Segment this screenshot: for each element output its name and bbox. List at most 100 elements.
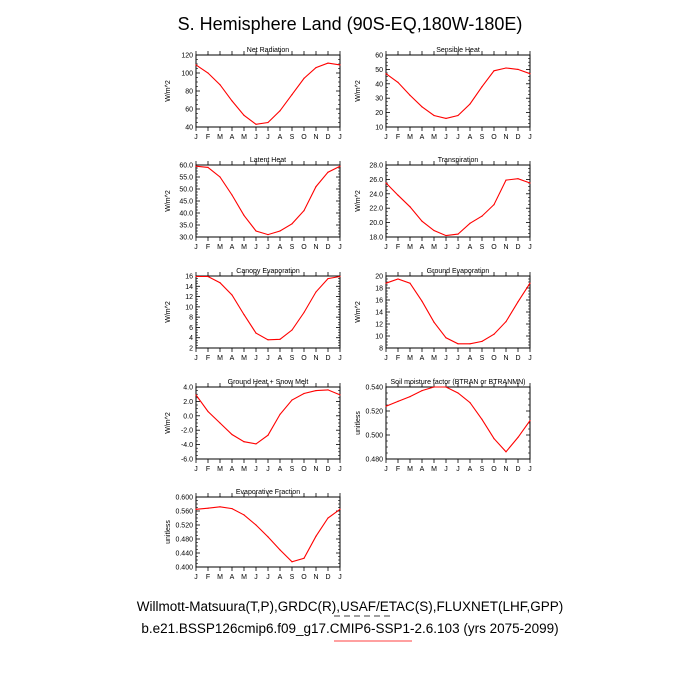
- data-point: [339, 64, 341, 66]
- data-point: [385, 73, 387, 75]
- x-tick-label: O: [491, 134, 497, 141]
- data-point: [303, 311, 305, 314]
- data-point: [267, 434, 269, 436]
- y-tick-label: 14: [375, 310, 383, 317]
- y-tick-label: 0.500: [365, 433, 383, 440]
- data-point: [327, 277, 329, 280]
- data-point: [219, 282, 221, 284]
- data-point: [267, 339, 269, 341]
- y-tick-label: -4.0: [181, 442, 193, 449]
- data-point: [517, 301, 519, 303]
- x-tick-label: A: [278, 574, 283, 581]
- data-point: [529, 282, 531, 284]
- x-tick-label: A: [230, 466, 235, 473]
- y-tick-label: 2: [189, 346, 193, 353]
- data-point: [469, 402, 471, 404]
- data-point: [303, 392, 305, 395]
- data-point: [397, 194, 399, 196]
- x-tick-label: M: [407, 244, 413, 251]
- chart-panel-9: Evaporative Fraction unitless 0.400 0.440 0.…: [165, 489, 342, 581]
- y-tick-label: 0.520: [365, 409, 383, 416]
- data-point: [469, 103, 471, 105]
- data-point: [279, 338, 281, 340]
- data-point: [207, 507, 209, 509]
- data-point: [291, 329, 293, 331]
- x-tick-label: J: [194, 244, 198, 251]
- data-point: [279, 549, 281, 551]
- plot-frame: [385, 164, 531, 238]
- y-tick-label: 0.440: [175, 551, 193, 558]
- x-tick-label: S: [480, 244, 485, 251]
- data-point: [397, 81, 399, 83]
- data-point: [243, 214, 245, 216]
- plot-frame: [385, 54, 531, 128]
- x-tick-label: N: [313, 355, 318, 362]
- data-point: [493, 204, 495, 206]
- y-tick-label: -6.0: [181, 457, 193, 464]
- data-point: [433, 386, 435, 388]
- data-point: [421, 220, 423, 222]
- data-point: [457, 343, 459, 345]
- y-tick-label: 60: [375, 53, 383, 60]
- x-tick-label: S: [290, 355, 295, 362]
- data-point: [409, 94, 411, 96]
- x-tick-label: J: [338, 574, 342, 581]
- data-point: [327, 171, 329, 173]
- data-point: [255, 524, 257, 526]
- data-point: [517, 68, 519, 70]
- data-point: [457, 233, 459, 235]
- x-tick-label: J: [444, 244, 448, 251]
- data-point: [207, 275, 209, 278]
- x-tick-label: J: [528, 134, 532, 141]
- data-point: [517, 436, 519, 438]
- panel-title: Canopy Evaporation: [236, 268, 300, 275]
- x-tick-label: O: [301, 244, 307, 251]
- panel-title: Latent Heat: [250, 157, 286, 164]
- x-tick-label: O: [491, 466, 497, 473]
- series-line-model: [385, 386, 531, 453]
- x-tick-label: O: [491, 244, 497, 251]
- data-point: [231, 100, 233, 102]
- data-point: [231, 194, 233, 196]
- data-point: [339, 394, 341, 396]
- x-tick-label: J: [266, 574, 270, 581]
- x-tick-label: A: [420, 134, 425, 141]
- series-line-model: [195, 165, 341, 236]
- x-tick-label: N: [313, 244, 318, 251]
- y-axis-label: W/m^2: [355, 190, 362, 212]
- y-tick-label: 120: [181, 53, 193, 60]
- x-tick-label: S: [290, 466, 295, 473]
- data-point: [315, 535, 317, 537]
- y-tick-label: 24.0: [369, 191, 383, 198]
- x-tick-label: D: [515, 355, 520, 362]
- x-tick-label: J: [194, 355, 198, 362]
- data-point: [445, 117, 447, 119]
- x-tick-label: J: [266, 244, 270, 251]
- y-tick-label: 0.520: [175, 523, 193, 530]
- x-tick-label: D: [325, 355, 330, 362]
- y-tick-label: 35.0: [179, 223, 193, 230]
- data-point: [409, 206, 411, 208]
- y-tick-label: 50.0: [179, 187, 193, 194]
- data-point: [267, 234, 269, 236]
- x-tick-label: A: [230, 244, 235, 251]
- x-tick-label: F: [396, 355, 400, 362]
- x-tick-label: J: [266, 355, 270, 362]
- y-tick-label: -2.0: [181, 428, 193, 435]
- data-point: [315, 291, 317, 293]
- data-point: [291, 223, 293, 225]
- data-point: [279, 110, 281, 112]
- x-tick-label: J: [456, 466, 460, 473]
- x-tick-label: D: [515, 134, 520, 141]
- data-point: [505, 321, 507, 323]
- data-point: [445, 234, 447, 237]
- y-tick-label: 40: [375, 81, 383, 88]
- y-tick-label: 40: [185, 125, 193, 132]
- plot-frame: [195, 164, 341, 238]
- x-tick-label: A: [420, 355, 425, 362]
- data-point: [457, 392, 459, 394]
- x-tick-label: M: [407, 355, 413, 362]
- x-tick-label: F: [396, 134, 400, 141]
- x-tick-label: F: [206, 134, 210, 141]
- data-point: [195, 275, 197, 278]
